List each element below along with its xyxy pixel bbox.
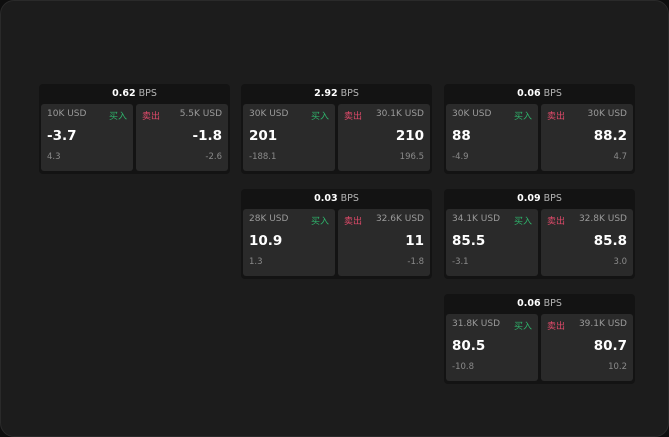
spread-header: 0.62 BPS [39, 84, 230, 104]
sell-label: 卖出 [547, 322, 566, 332]
bid-size: 31.8K USD [452, 319, 501, 329]
bid-size: 30K USD [249, 109, 289, 119]
ask-size: 32.6K USD [375, 214, 424, 224]
spread-header: 0.06 BPS [444, 294, 635, 314]
ask-size: 30K USD [587, 109, 627, 119]
sell-panel[interactable]: 卖出 32.8K USD 85.8 3.0 [541, 209, 633, 276]
bid-change: -188.1 [249, 152, 277, 162]
ask-size: 5.5K USD [179, 109, 222, 119]
spread-value: 0.09 [517, 193, 541, 204]
sell-label: 卖出 [547, 217, 566, 227]
buy-panel[interactable]: 28K USD 买入 10.9 1.3 [243, 209, 335, 276]
spread-value: 0.06 [517, 88, 541, 99]
ask-price: -1.8 [192, 128, 222, 144]
bid-price: 201 [249, 128, 278, 144]
buy-panel[interactable]: 30K USD 买入 88 -4.9 [446, 104, 538, 171]
bid-change: -3.1 [452, 257, 469, 267]
buy-panel[interactable]: 31.8K USD 买入 80.5 -10.8 [446, 314, 538, 381]
bid-change: -4.9 [452, 152, 469, 162]
sell-label: 卖出 [142, 112, 161, 122]
ask-price: 210 [395, 128, 424, 144]
bid-change: 1.3 [249, 257, 263, 267]
buy-label: 买入 [513, 112, 532, 122]
quote-card: 0.09 BPS 34.1K USD 买入 85.5 -3.1 卖出 32.8K US… [444, 189, 635, 279]
spread-header: 0.06 BPS [444, 84, 635, 104]
quote-card: 0.03 BPS 28K USD 买入 10.9 1.3 卖出 32.6K USD 1… [241, 189, 432, 279]
spread-value: 0.03 [314, 193, 338, 204]
ask-change: -2.6 [205, 152, 222, 162]
quote-card: 0.06 BPS 31.8K USD 买入 80.5 -10.8 卖出 39.1K U… [444, 294, 635, 384]
ask-change: 196.5 [399, 152, 424, 162]
spread-value: 0.62 [112, 88, 136, 99]
ask-size: 30.1K USD [375, 109, 424, 119]
ask-size: 32.8K USD [578, 214, 627, 224]
bid-change: 4.3 [47, 152, 61, 162]
sell-label: 卖出 [344, 217, 363, 227]
sell-panel[interactable]: 卖出 30.1K USD 210 196.5 [338, 104, 430, 171]
buy-label: 买入 [310, 112, 329, 122]
spread-unit: BPS [543, 193, 562, 204]
sell-panel[interactable]: 卖出 30K USD 88.2 4.7 [541, 104, 633, 171]
sell-label: 卖出 [547, 112, 566, 122]
bid-size: 30K USD [452, 109, 492, 119]
bid-size: 28K USD [249, 214, 289, 224]
buy-panel[interactable]: 34.1K USD 买入 85.5 -3.1 [446, 209, 538, 276]
buy-panel[interactable]: 10K USD 买入 -3.7 4.3 [41, 104, 133, 171]
sell-panel[interactable]: 卖出 39.1K USD 80.7 10.2 [541, 314, 633, 381]
bid-price: 88 [452, 128, 471, 144]
bid-price: 85.5 [452, 233, 486, 249]
ask-change: 4.7 [613, 152, 627, 162]
sell-label: 卖出 [344, 112, 363, 122]
buy-panel[interactable]: 30K USD 买入 201 -188.1 [243, 104, 335, 171]
spread-header: 0.03 BPS [241, 189, 432, 209]
spread-value: 2.92 [314, 88, 338, 99]
bid-size: 10K USD [47, 109, 87, 119]
spread-header: 0.09 BPS [444, 189, 635, 209]
ask-size: 39.1K USD [578, 319, 627, 329]
spread-header: 2.92 BPS [241, 84, 432, 104]
buy-label: 买入 [513, 217, 532, 227]
spread-unit: BPS [543, 298, 562, 309]
spread-unit: BPS [340, 88, 359, 99]
ask-price: 11 [405, 233, 424, 249]
sell-panel[interactable]: 卖出 5.5K USD -1.8 -2.6 [136, 104, 228, 171]
spread-unit: BPS [543, 88, 562, 99]
sell-panel[interactable]: 卖出 32.6K USD 11 -1.8 [338, 209, 430, 276]
spread-unit: BPS [138, 88, 157, 99]
buy-label: 买入 [108, 112, 127, 122]
ask-price: 88.2 [593, 128, 627, 144]
ask-price: 80.7 [593, 338, 627, 354]
buy-label: 买入 [513, 322, 532, 332]
spread-unit: BPS [340, 193, 359, 204]
bid-price: 80.5 [452, 338, 486, 354]
bid-price: -3.7 [47, 128, 77, 144]
ask-change: 3.0 [613, 257, 627, 267]
bid-change: -10.8 [452, 362, 474, 372]
ask-change: 10.2 [608, 362, 627, 372]
ask-price: 85.8 [593, 233, 627, 249]
spread-value: 0.06 [517, 298, 541, 309]
quote-card: 0.06 BPS 30K USD 买入 88 -4.9 卖出 30K USD 88.2… [444, 84, 635, 174]
quote-card: 0.62 BPS 10K USD 买入 -3.7 4.3 卖出 5.5K USD -1… [39, 84, 230, 174]
ask-change: -1.8 [407, 257, 424, 267]
bid-price: 10.9 [249, 233, 283, 249]
bid-size: 34.1K USD [452, 214, 501, 224]
buy-label: 买入 [310, 217, 329, 227]
quote-card: 2.92 BPS 30K USD 买入 201 -188.1 卖出 30.1K USD… [241, 84, 432, 174]
